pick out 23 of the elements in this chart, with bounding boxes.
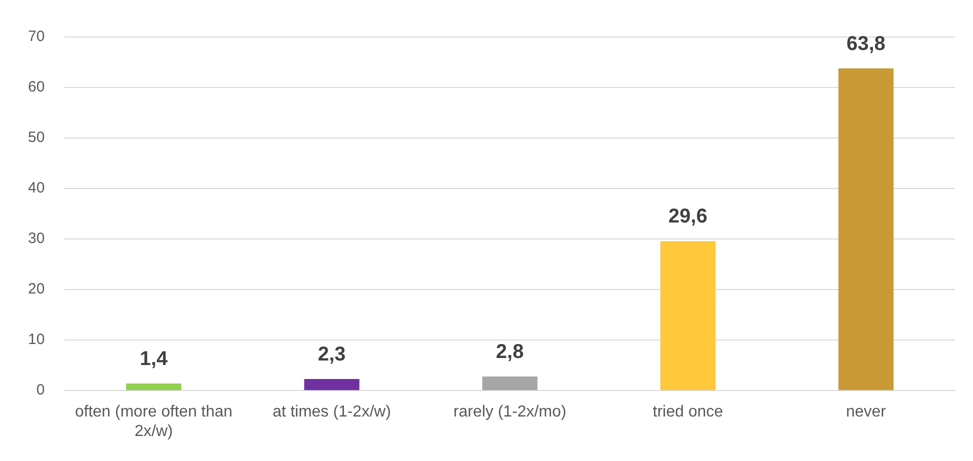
x-tick-label: often (more often than 2x/w) <box>74 404 232 440</box>
y-tick-label: 50 <box>28 129 45 146</box>
y-tick-label: 40 <box>28 180 45 197</box>
x-tick-label: rarely (1-2x/mo) <box>453 404 566 421</box>
bar <box>838 68 894 390</box>
data-label: 2,8 <box>496 340 524 363</box>
x-tick-label: at times (1-2x/w) <box>272 404 391 421</box>
data-label: 63,8 <box>846 32 886 55</box>
data-label: 1,4 <box>140 348 168 370</box>
data-label: 2,3 <box>318 343 346 366</box>
bar <box>482 376 538 390</box>
bar <box>660 241 716 390</box>
y-tick-label: 60 <box>28 78 45 96</box>
y-tick-label: 10 <box>28 331 45 348</box>
y-tick-label: 30 <box>28 230 45 248</box>
data-label: 29,6 <box>668 206 708 228</box>
y-tick-label: 20 <box>28 280 45 298</box>
bar <box>304 378 360 390</box>
y-tick-label: 70 <box>28 28 45 46</box>
y-tick-label: 0 <box>36 382 45 399</box>
bar <box>126 384 182 390</box>
x-tick-label: tried once <box>652 404 724 421</box>
x-tick-label: never <box>846 404 887 421</box>
